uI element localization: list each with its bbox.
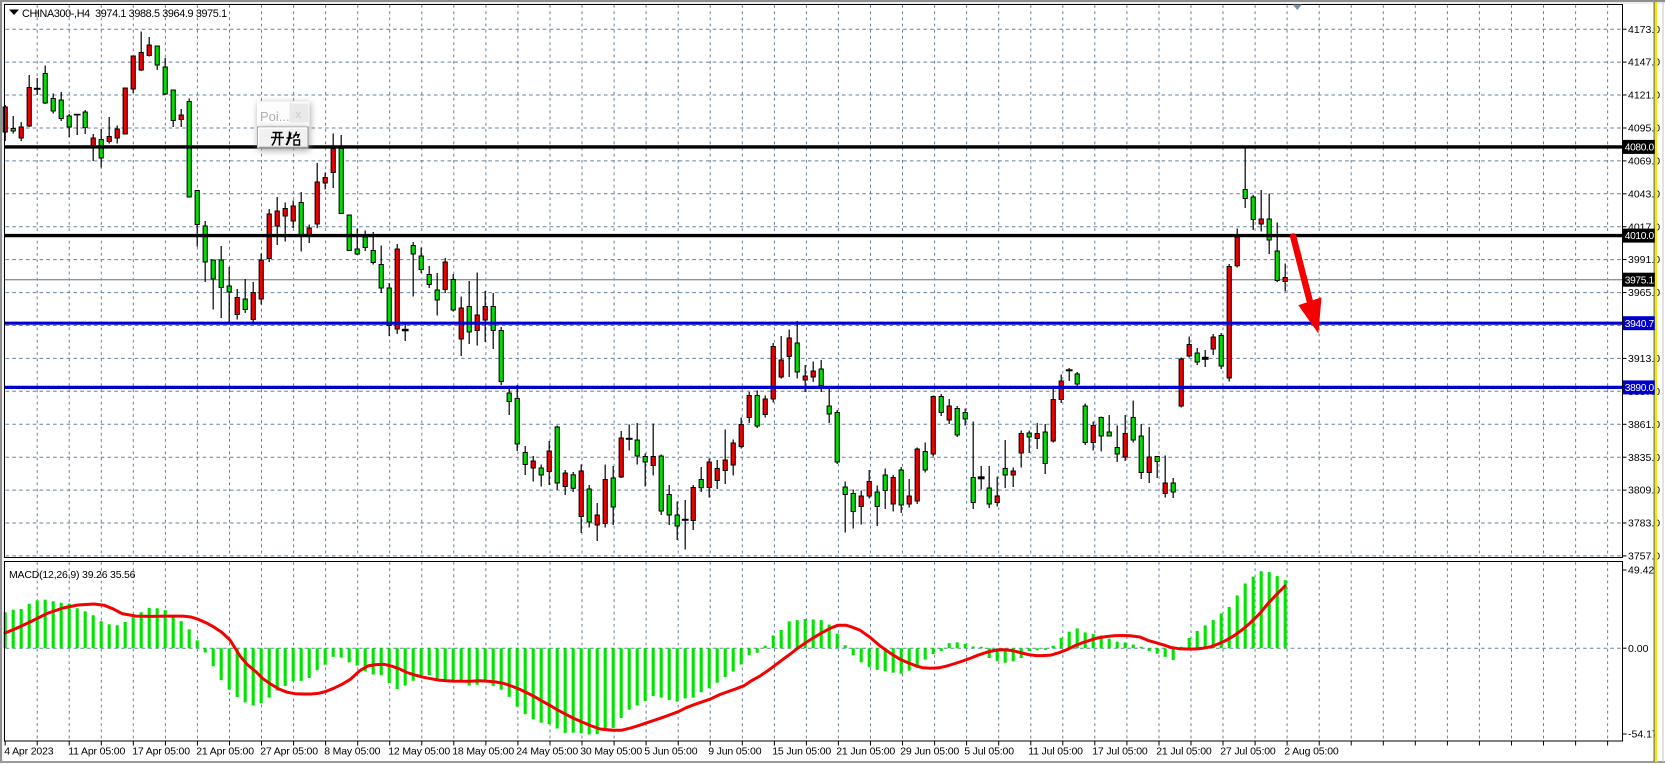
svg-text:27 Apr 05:00: 27 Apr 05:00 [260,746,318,758]
svg-text:Poi...: Poi... [260,109,290,124]
svg-text:17 Apr 05:00: 17 Apr 05:00 [132,746,190,758]
svg-text:3757.0: 3757.0 [1628,551,1660,563]
svg-text:3890.0: 3890.0 [1625,383,1655,394]
svg-text:CHINA300-,H4 3974.1 3988.5 39: CHINA300-,H4 3974.1 3988.5 3964.9 3975.1 [22,8,227,20]
svg-text:11 Jul 05:00: 11 Jul 05:00 [1028,746,1083,758]
svg-text:4173.0: 4173.0 [1628,24,1660,36]
svg-text:4069.0: 4069.0 [1628,156,1660,168]
svg-text:15 Jun 05:00: 15 Jun 05:00 [772,746,831,758]
svg-text:3991.0: 3991.0 [1628,254,1660,266]
svg-text:12 May 05:00: 12 May 05:00 [388,746,450,758]
svg-text:MACD(12,26,9) 39.26 35.56: MACD(12,26,9) 39.26 35.56 [9,569,136,581]
svg-text:49.42: 49.42 [1628,565,1654,577]
svg-text:3913.0: 3913.0 [1628,353,1660,365]
svg-text:27 Jul 05:00: 27 Jul 05:00 [1220,746,1276,758]
svg-text:4080.0: 4080.0 [1625,143,1655,154]
svg-text:3809.0: 3809.0 [1628,485,1660,497]
svg-text:3861.0: 3861.0 [1628,419,1660,431]
svg-text:21 Jul 05:00: 21 Jul 05:00 [1156,746,1212,758]
svg-text:2 Aug 05:00: 2 Aug 05:00 [1284,746,1339,758]
svg-text:9 Jun 05:00: 9 Jun 05:00 [708,746,762,758]
svg-text:21 Jun 05:00: 21 Jun 05:00 [836,746,895,758]
svg-text:0.00: 0.00 [1628,643,1649,655]
svg-text:8 May 05:00: 8 May 05:00 [324,746,380,758]
svg-text:4121.0: 4121.0 [1628,90,1660,102]
svg-text:4010.0: 4010.0 [1625,231,1655,242]
svg-text:18 May 05:00: 18 May 05:00 [452,746,514,758]
svg-text:3940.7: 3940.7 [1625,319,1655,330]
svg-text:5 Jul 05:00: 5 Jul 05:00 [964,746,1014,758]
svg-text:4147.0: 4147.0 [1628,57,1660,69]
svg-text:3975.1: 3975.1 [1625,275,1655,286]
svg-text:5 Jun 05:00: 5 Jun 05:00 [644,746,698,758]
svg-text:24 May 05:00: 24 May 05:00 [516,746,578,758]
svg-text:4043.0: 4043.0 [1628,188,1660,200]
svg-text:4 Apr 2023: 4 Apr 2023 [4,746,54,758]
svg-text:11 Apr 05:00: 11 Apr 05:00 [68,746,125,758]
svg-text:3965.0: 3965.0 [1628,287,1660,299]
svg-text:17 Jul 05:00: 17 Jul 05:00 [1092,746,1148,758]
svg-text:29 Jun 05:00: 29 Jun 05:00 [900,746,959,758]
svg-text:-54.17: -54.17 [1628,729,1658,741]
svg-text:3835.0: 3835.0 [1628,452,1660,464]
svg-text:x: x [296,109,302,121]
svg-text:30 May 05:00: 30 May 05:00 [580,746,642,758]
svg-text:21 Apr 05:00: 21 Apr 05:00 [196,746,254,758]
svg-text:4095.0: 4095.0 [1628,123,1660,135]
svg-text:3783.0: 3783.0 [1628,518,1660,530]
